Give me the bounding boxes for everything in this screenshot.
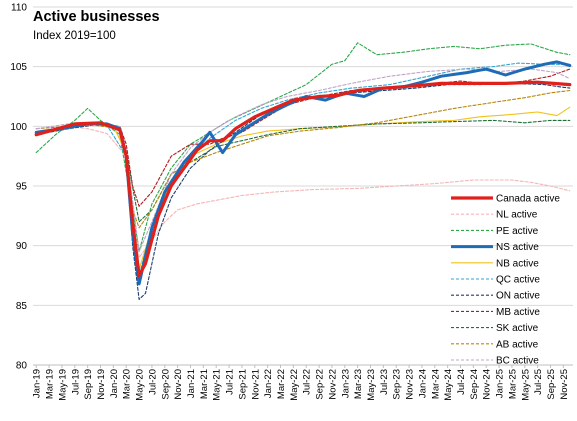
- series-line-sk-active: [35, 119, 571, 223]
- y-tick-label: 80: [16, 361, 28, 372]
- x-tick-label: Mar-21: [199, 369, 210, 399]
- x-tick-label: May-21: [212, 369, 223, 401]
- legend-label-ns-active: NS active: [496, 242, 539, 253]
- gridlines: [33, 6, 573, 306]
- x-tick-label: Mar-23: [353, 369, 364, 399]
- x-tick-label: May-23: [366, 369, 377, 401]
- series-line-canada-active: [34, 80, 572, 278]
- x-tick-label: Jan-21: [186, 369, 197, 398]
- x-tick-label: Jul-19: [70, 369, 81, 395]
- y-axis: 80 85 90 95 100 105 110: [10, 3, 27, 372]
- x-axis: Jan-19 Mar-19 May-19 Jul-19 Sep-19 Nov-19 Jan-…: [32, 365, 570, 401]
- series-line-nl-active: [35, 125, 571, 259]
- legend-label-on-active: ON active: [496, 291, 540, 302]
- x-tick-label: Mar-25: [507, 369, 518, 399]
- legend-label-sk-active: SK active: [496, 323, 539, 334]
- x-tick-label: May-22: [289, 369, 300, 401]
- x-tick-label: Sep-23: [392, 369, 403, 400]
- legend-label-bc-active: BC active: [496, 356, 539, 367]
- series-line-qc-active: [35, 62, 571, 277]
- x-tick-label: May-20: [135, 369, 146, 401]
- legend-label-ab-active: AB active: [496, 339, 539, 350]
- x-tick-label: Jan-23: [340, 369, 351, 398]
- x-tick-label: Mar-19: [45, 369, 56, 399]
- x-tick-label: Sep-20: [160, 369, 171, 400]
- x-tick-label: Jul-25: [533, 369, 544, 395]
- x-tick-label: Jan-22: [263, 369, 274, 398]
- series-lines: [34, 42, 572, 300]
- y-tick-label: 110: [11, 3, 27, 14]
- series-line-ab-active: [35, 89, 571, 229]
- x-tick-label: Jul-21: [225, 369, 236, 395]
- y-tick-label: 95: [16, 182, 28, 193]
- x-tick-label: Mar-20: [122, 369, 133, 399]
- x-tick-label: Nov-19: [96, 369, 107, 400]
- series-line-ns-active: [34, 60, 572, 286]
- y-tick-label: 105: [10, 62, 27, 73]
- x-tick-label: Jul-24: [456, 369, 467, 395]
- x-tick-label: Jan-24: [417, 369, 428, 398]
- legend-label-qc-active: QC active: [496, 275, 540, 286]
- x-tick-label: Nov-20: [173, 369, 184, 400]
- legend: Canada active NL active PE active NS active…: [451, 194, 560, 367]
- x-tick-label: May-25: [520, 369, 531, 401]
- x-tick-label: Nov-21: [250, 369, 261, 400]
- legend-label-mb-active: MB active: [496, 307, 540, 318]
- legend-label-canada-active: Canada active: [496, 194, 560, 205]
- series-line-pe-active: [35, 42, 571, 253]
- x-tick-label: Nov-24: [482, 369, 493, 400]
- x-tick-label: Sep-19: [83, 369, 94, 400]
- x-tick-label: May-24: [443, 369, 454, 401]
- x-tick-label: Nov-25: [559, 369, 570, 400]
- x-tick-label: Jan-25: [495, 369, 506, 398]
- x-tick-label: Sep-21: [237, 369, 248, 400]
- legend-label-pe-active: PE active: [496, 226, 539, 237]
- chart-title: Active businesses: [33, 9, 160, 25]
- y-tick-label: 85: [16, 301, 28, 312]
- legend-label-nb-active: NB active: [496, 258, 539, 269]
- x-tick-label: Sep-25: [546, 369, 557, 400]
- x-tick-label: Jul-20: [147, 369, 158, 395]
- x-tick-label: Nov-23: [405, 369, 416, 400]
- x-tick-label: Mar-24: [430, 369, 441, 399]
- x-tick-label: Jul-23: [379, 369, 390, 395]
- legend-label-nl-active: NL active: [496, 210, 538, 221]
- x-tick-label: May-19: [57, 369, 68, 401]
- x-tick-label: Sep-24: [469, 369, 480, 400]
- x-tick-label: Jan-19: [32, 369, 43, 398]
- x-tick-label: Mar-22: [276, 369, 287, 399]
- x-tick-label: Jan-20: [109, 369, 120, 398]
- x-tick-label: Sep-22: [315, 369, 326, 400]
- x-tick-label: Nov-22: [327, 369, 338, 400]
- y-tick-label: 90: [16, 241, 28, 252]
- chart-subtitle: Index 2019=100: [33, 30, 116, 42]
- y-tick-label: 100: [10, 122, 27, 133]
- x-tick-label: Jul-22: [302, 369, 313, 395]
